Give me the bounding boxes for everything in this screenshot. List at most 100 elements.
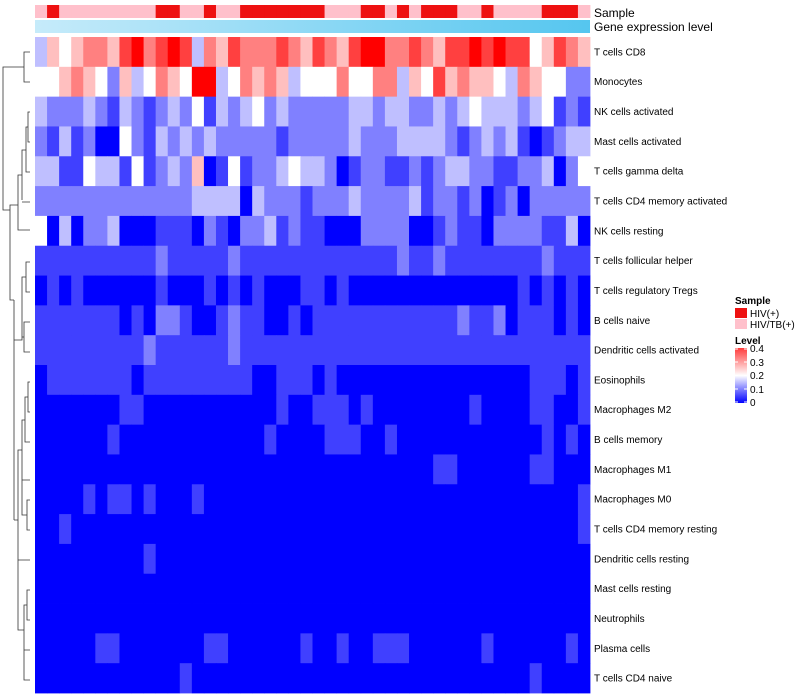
heatmap-cell <box>577 484 591 515</box>
heatmap-cell <box>445 514 458 545</box>
heatmap-cell <box>541 156 555 187</box>
heatmap-cell <box>47 215 60 247</box>
heatmap-cell <box>421 186 434 217</box>
heatmap-cell <box>312 394 325 426</box>
heatmap-cell <box>83 603 96 634</box>
heatmap-cell <box>565 454 579 485</box>
heatmap-cell <box>457 424 470 455</box>
heatmap-cell <box>421 96 434 127</box>
heatmap-cell <box>288 305 301 336</box>
heatmap-cell <box>240 215 253 247</box>
heatmap-cell <box>71 543 84 575</box>
heatmap-cell <box>384 126 398 157</box>
row-label: NK cells activated <box>594 107 673 118</box>
heatmap-cell <box>300 215 313 247</box>
heatmap-cell <box>95 663 108 694</box>
heatmap-cell <box>481 156 494 187</box>
heatmap-cell <box>312 96 325 127</box>
heatmap-cell <box>59 394 72 426</box>
heatmap-cell <box>288 603 301 634</box>
heatmap-cell <box>131 633 144 664</box>
heatmap-cell <box>577 573 591 604</box>
heatmap-cell <box>541 543 555 575</box>
sample-annotation-cell <box>167 5 181 18</box>
heatmap-cell <box>336 484 350 515</box>
sample-annotation-cell <box>433 5 446 18</box>
heatmap-cell <box>384 37 398 68</box>
heatmap-cell <box>324 66 338 98</box>
heatmap-cell <box>505 603 519 634</box>
heatmap-cell <box>107 543 120 575</box>
heatmap-cell <box>95 96 108 127</box>
sample-annotation-cell <box>396 5 410 18</box>
heatmap-cell <box>529 454 543 485</box>
heatmap-cell <box>577 37 591 68</box>
heatmap-cell <box>203 543 217 575</box>
sample-annotation-cell <box>215 5 229 18</box>
heatmap-cell <box>47 663 60 694</box>
heatmap-cell <box>324 424 338 455</box>
heatmap-cell <box>517 215 531 247</box>
heatmap-cell <box>240 365 253 396</box>
heatmap-cell <box>300 335 313 366</box>
heatmap-cell <box>565 305 579 336</box>
heatmap-cell <box>469 275 482 306</box>
heatmap-cell <box>47 394 60 426</box>
heatmap-cell <box>228 335 241 366</box>
heatmap-cell <box>252 245 265 276</box>
heatmap-cell <box>143 215 157 247</box>
heatmap-cell <box>95 633 108 664</box>
heatmap-cell <box>215 543 229 575</box>
heatmap-cell <box>155 156 169 187</box>
heatmap-cell <box>35 514 48 545</box>
heatmap-cell <box>83 275 96 306</box>
heatmap-cell <box>565 514 579 545</box>
heatmap-cell <box>35 215 48 247</box>
row-label: Neutrophils <box>594 614 645 625</box>
heatmap-cell <box>35 633 48 664</box>
heatmap-cell <box>553 156 567 187</box>
heatmap-cell <box>445 96 458 127</box>
sample-annotation-cell <box>288 5 301 18</box>
heatmap-cell <box>276 245 289 276</box>
heatmap-cell <box>433 156 446 187</box>
heatmap-cell <box>457 573 470 604</box>
heatmap-cell <box>553 454 567 485</box>
heatmap-cell <box>131 335 144 366</box>
heatmap-cell <box>179 186 193 217</box>
heatmap-cell <box>191 633 205 664</box>
heatmap-cell <box>228 305 241 336</box>
heatmap-cell <box>191 66 205 98</box>
heatmap-cell <box>360 603 374 634</box>
heatmap-cell <box>252 96 265 127</box>
heatmap-cell <box>553 215 567 247</box>
heatmap-cell <box>59 484 72 515</box>
heatmap-cell <box>445 245 458 276</box>
heatmap-cell <box>324 245 338 276</box>
heatmap-cell <box>300 126 313 157</box>
heatmap-cell <box>553 603 567 634</box>
heatmap-cell <box>240 275 253 306</box>
heatmap-cell <box>360 394 374 426</box>
heatmap-cell <box>553 365 567 396</box>
heatmap-cell <box>264 365 277 396</box>
heatmap-cell <box>167 365 181 396</box>
heatmap-cell <box>288 66 301 98</box>
heatmap-cell <box>83 484 96 515</box>
heatmap-cell <box>312 275 325 306</box>
heatmap-cell <box>240 394 253 426</box>
heatmap-cell <box>505 454 519 485</box>
heatmap-cell <box>409 335 422 366</box>
heatmap-cell <box>457 663 470 694</box>
sample-annotation-cell <box>312 5 325 18</box>
heatmap-cell <box>47 543 60 575</box>
heatmap-cell <box>203 454 217 485</box>
heatmap-cell <box>203 186 217 217</box>
heatmap-cell <box>264 394 277 426</box>
heatmap-cell <box>264 156 277 187</box>
heatmap-cell <box>372 335 386 366</box>
heatmap-cell <box>228 126 241 157</box>
heatmap-cell <box>288 245 301 276</box>
heatmap-cell <box>119 484 132 515</box>
heatmap-cell <box>203 424 217 455</box>
